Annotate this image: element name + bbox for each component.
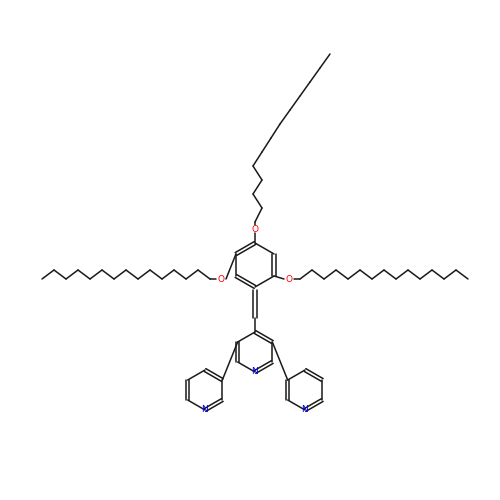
Text: O: O — [218, 274, 224, 283]
Text: N: N — [202, 406, 208, 414]
Text: O: O — [252, 224, 258, 234]
Text: O: O — [286, 274, 292, 283]
Text: N: N — [252, 368, 258, 376]
Text: N: N — [302, 406, 308, 414]
